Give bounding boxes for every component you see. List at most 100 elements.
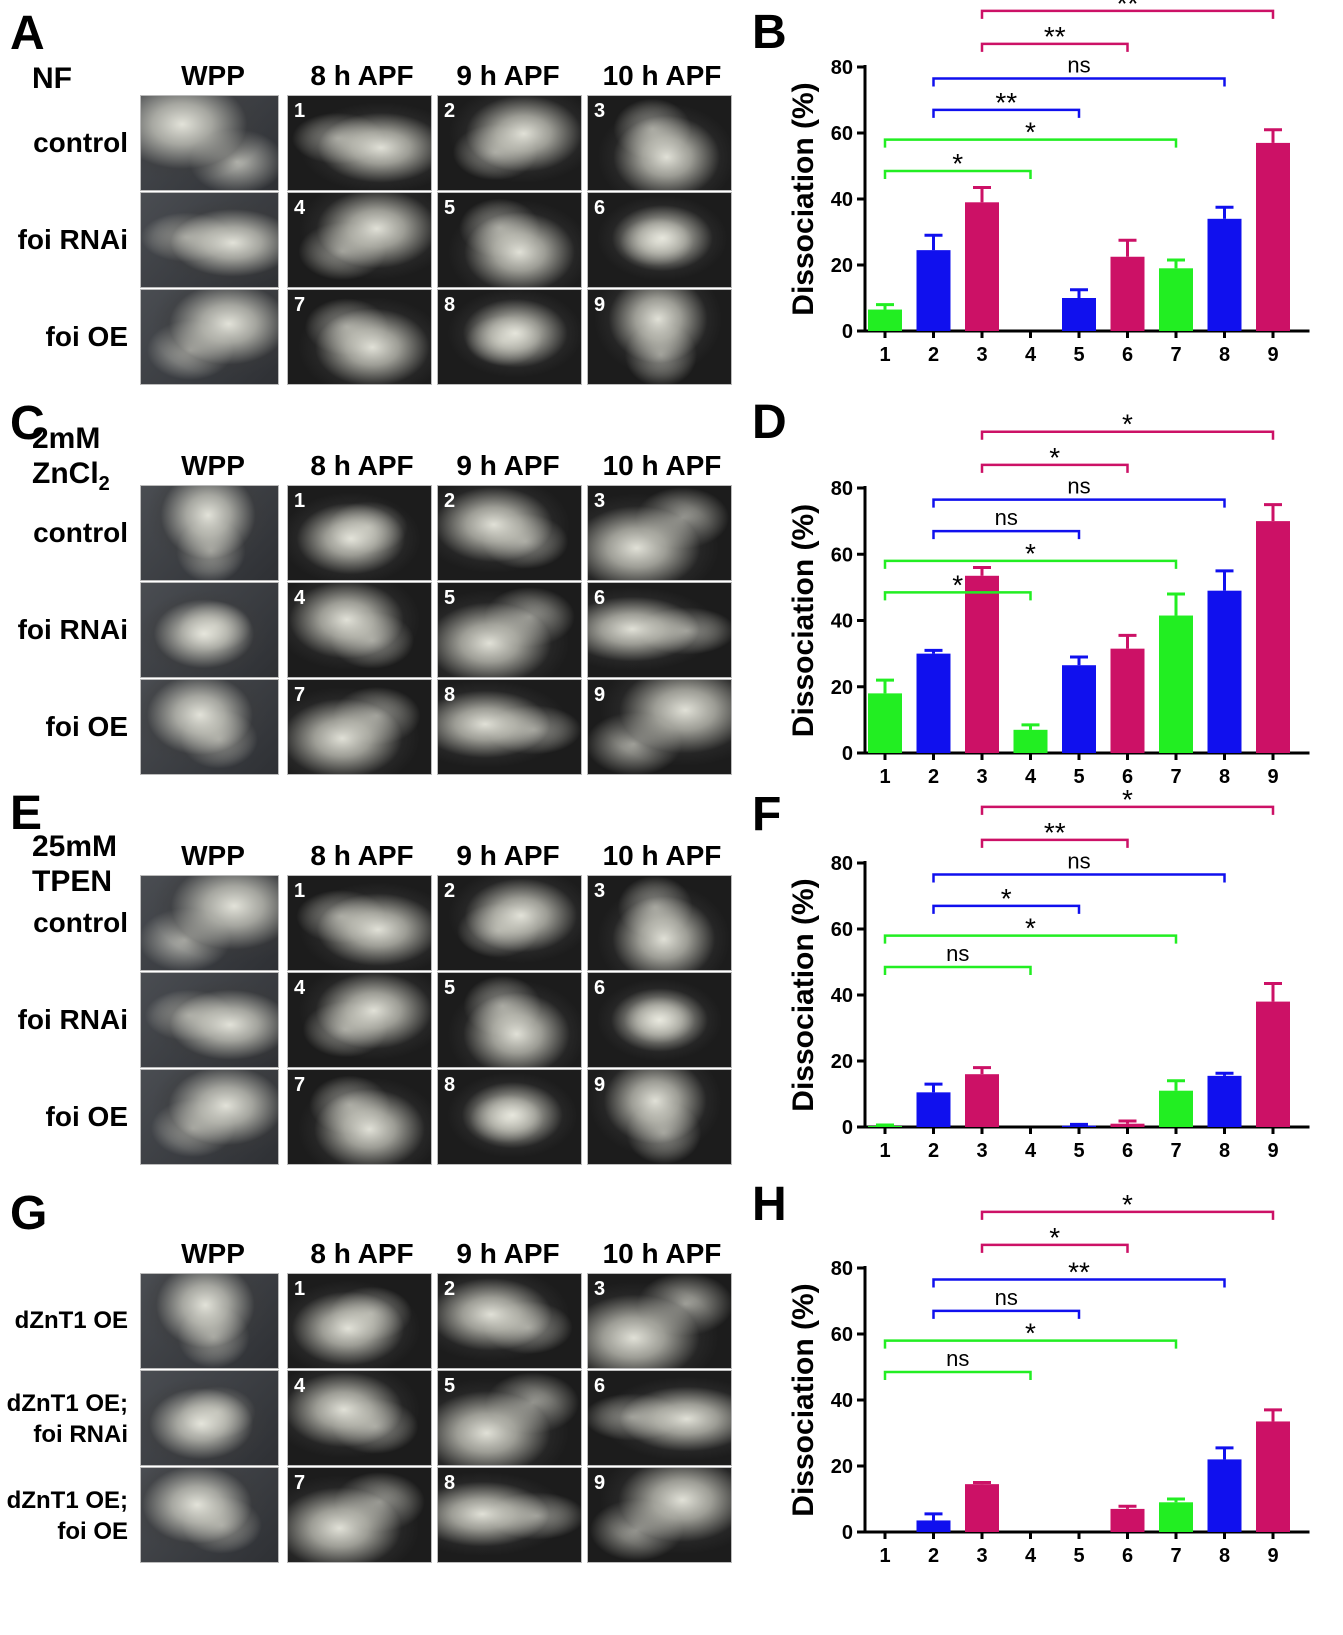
photo-tissue: 2 [437, 1273, 582, 1369]
column-header: 8 h APF [310, 1238, 414, 1269]
y-tick-label: 20 [831, 677, 853, 699]
bar [1207, 1459, 1242, 1532]
x-tick-label: 5 [1073, 1140, 1084, 1162]
condition-label: 25mM TPEN [32, 830, 117, 899]
row-label-line: dZnT1 OE; [6, 1487, 128, 1514]
photo-tissue: 5 [437, 972, 582, 1068]
image-number: 3 [594, 1278, 606, 1300]
bar [1062, 1125, 1096, 1127]
y-tick-label: 40 [831, 611, 853, 633]
photo-wpp [140, 289, 279, 385]
image-number: 4 [294, 587, 306, 609]
x-tick-label: 1 [879, 766, 890, 788]
significance-bracket [980, 1243, 1129, 1253]
x-tick-label: 9 [1267, 1140, 1278, 1162]
x-tick-label: 3 [976, 766, 987, 788]
image-number: 9 [594, 684, 606, 706]
photo-wpp [140, 582, 279, 678]
panel-letter-g: G [10, 1187, 48, 1240]
row-label: dZnT1 OE [15, 1305, 128, 1336]
significance-label: ** [1044, 21, 1066, 52]
photo-tissue: 1 [287, 875, 432, 971]
x-tick-label: 8 [1219, 1140, 1230, 1162]
significance-bracket [883, 1339, 1178, 1349]
row-label-line: dZnT1 OE [14, 1307, 128, 1334]
bar [1062, 665, 1096, 753]
photo-wpp [140, 1467, 279, 1563]
row-label-line: foi RNAi [33, 1421, 128, 1449]
bar [965, 1484, 999, 1532]
y-tick-label: 60 [831, 544, 853, 566]
row-label-line: control [33, 907, 128, 938]
row-label-line: control [33, 517, 128, 548]
image-number: 9 [594, 294, 606, 316]
y-axis-label: Dissociation (%) [787, 1283, 820, 1516]
photo-wpp [140, 95, 279, 191]
significance-bracket [980, 805, 1275, 815]
image-number: 6 [594, 197, 606, 219]
image-number: 8 [444, 294, 456, 316]
photo-tissue: 8 [437, 679, 582, 775]
photo-tissue: 5 [437, 1370, 582, 1466]
photo-tissue: 3 [587, 485, 732, 581]
x-tick-label: 4 [1025, 344, 1037, 366]
y-tick-label: 0 [842, 1522, 853, 1544]
bar [1256, 521, 1290, 753]
bar [1159, 1090, 1193, 1127]
photo-tissue: 9 [587, 1069, 732, 1165]
bar [1256, 142, 1290, 331]
significance-label: * [952, 148, 963, 179]
significance-label: * [1049, 1222, 1060, 1253]
bar [1159, 268, 1193, 331]
photo-tissue: 3 [587, 875, 732, 971]
significance-bracket [883, 559, 1178, 569]
photo-tissue: 8 [437, 1467, 582, 1563]
x-tick-label: 7 [1170, 766, 1181, 788]
photo-tissue: 8 [437, 1069, 582, 1165]
y-tick-label: 0 [842, 1117, 853, 1139]
photo-tissue: 6 [587, 972, 732, 1068]
row-label: control [33, 907, 128, 939]
significance-label: ** [995, 87, 1017, 118]
significance-label: ns [1067, 849, 1090, 874]
significance-bracket [932, 904, 1081, 914]
y-tick-label: 80 [831, 853, 853, 875]
image-number: 4 [294, 977, 306, 999]
condition-line: ZnCl [32, 456, 99, 490]
image-number: 1 [294, 490, 306, 512]
column-header: WPP [181, 60, 245, 91]
column-header: 9 h APF [456, 840, 560, 871]
image-number: 8 [444, 1074, 456, 1096]
x-tick-label: 7 [1170, 1545, 1181, 1567]
bar [916, 653, 951, 753]
photo-tissue: 7 [287, 679, 432, 775]
column-header: 9 h APF [456, 60, 560, 91]
column-header: 8 h APF [310, 60, 414, 91]
photo-tissue: 4 [287, 1370, 432, 1466]
row-label: foi OE [46, 321, 128, 353]
x-tick-label: 9 [1267, 344, 1278, 366]
y-tick-label: 80 [831, 1258, 853, 1280]
row-label: control [33, 517, 128, 549]
chart-h: H 0 20 40 60 80 Dissociation (%) 1 2 3 4 5 6 7 8 9 ns * ns… [752, 1178, 1310, 1567]
photo-tissue: 6 [587, 192, 732, 288]
significance-label: ns [995, 505, 1018, 530]
photo-tissue: 7 [287, 1467, 432, 1563]
row-label-line: foi RNAi [17, 614, 128, 645]
y-tick-label: 40 [831, 1390, 853, 1412]
photo-tissue: 6 [587, 1370, 732, 1466]
panel-letter-f: F [752, 788, 781, 841]
significance-label: * [1025, 1318, 1036, 1349]
bar [868, 309, 902, 331]
x-tick-label: 8 [1219, 766, 1230, 788]
column-header: 9 h APF [456, 1238, 560, 1269]
x-tick-label: 1 [879, 344, 890, 366]
column-header: 10 h APF [602, 1238, 722, 1269]
x-tick-label: 1 [879, 1140, 890, 1162]
y-tick-label: 60 [831, 919, 853, 941]
bar [1256, 1421, 1290, 1532]
y-axis-label: Dissociation (%) [787, 878, 820, 1111]
column-header: 8 h APF [310, 450, 414, 481]
image-number: 7 [294, 684, 306, 706]
